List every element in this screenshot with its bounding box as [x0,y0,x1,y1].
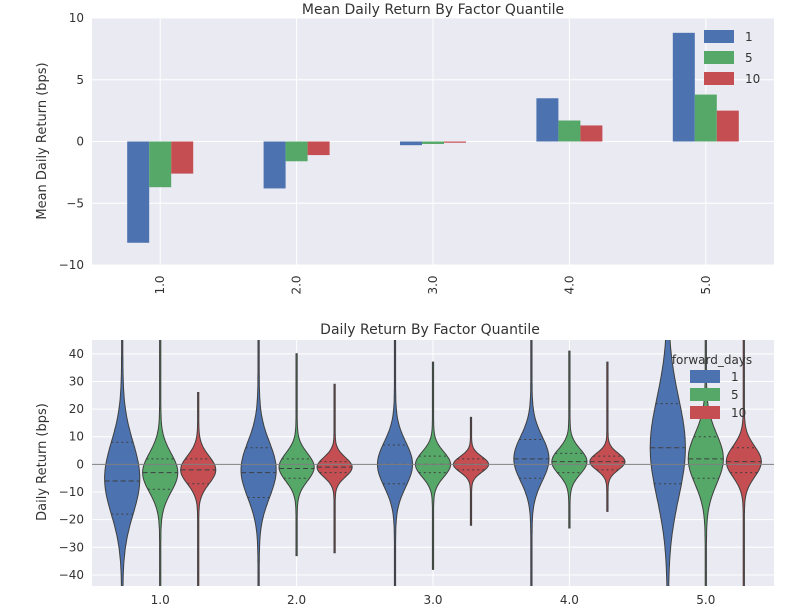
violin-x-tick-label: 1.0 [151,593,170,607]
bar-x-tick-label: 5.0 [699,275,713,294]
violin-y-tick-label: −20 [59,513,84,527]
violin-legend-label: 5 [731,388,739,402]
violin-y-tick-label: 30 [69,374,84,388]
bar [127,141,150,243]
bar-x-tick-label: 3.0 [426,275,440,294]
bar [716,110,739,142]
bar-chart-title: Mean Daily Return By Factor Quantile [302,2,564,18]
bar [171,141,194,174]
violin-y-ticks: −40 −30 −20 −10 0 10 20 30 40 [59,347,84,582]
bar [444,141,466,143]
violin-body [589,361,626,512]
bar [307,141,330,156]
violin-legend-label: 1 [731,370,739,384]
violin-y-tick-label: −40 [59,568,84,582]
bar-x-ticks: 1.0 2.0 3.0 4.0 5.0 [153,275,713,294]
violin-marks [92,340,774,586]
violin-body [414,361,452,570]
violin-x-tick-label: 2.0 [287,593,306,607]
violin-legend-swatch [690,388,720,401]
bar-legend-swatch [704,30,734,43]
violin-legend: forward_days 1 5 10 [672,353,752,420]
violin-y-tick-label: −30 [59,540,84,554]
bar-y-axis-label: Mean Daily Return (bps) [35,62,50,219]
violin-body [142,340,179,586]
bar-legend-label: 1 [745,30,753,44]
violin-x-ticks: 1.0 2.0 3.0 4.0 5.0 [151,593,716,607]
bar-legend-label: 5 [745,51,753,65]
bar [672,32,695,142]
bar [263,141,286,189]
violin-body [180,392,217,586]
bar [558,120,581,142]
daily-return-violin-chart: −40 −30 −20 −10 0 10 20 30 40 1.0 2.0 3.0 4.0 5.0 Da… [35,322,774,607]
bar-y-tick-label: 0 [76,135,84,149]
violin-group [92,340,774,586]
violin-body [316,383,353,554]
bar-legend-label: 10 [745,72,760,86]
violin-body [240,340,277,586]
bar [422,141,444,144]
violin-body [725,340,762,586]
violin-legend-title: forward_days [672,353,752,367]
bar-x-tick-label: 4.0 [562,275,576,294]
violin-x-tick-label: 4.0 [560,593,579,607]
bar-y-tick-label: 10 [69,11,84,25]
violin-body [513,340,550,586]
bar-x-tick-label: 2.0 [290,275,304,294]
bar [580,125,603,142]
violin-y-tick-label: 40 [69,347,84,361]
bar-x-tick-label: 1.0 [153,275,167,294]
violin-x-tick-label: 5.0 [696,593,715,607]
violin-y-axis-label: Daily Return (bps) [35,403,50,521]
violin-y-tick-label: 0 [76,457,84,471]
bar [149,141,172,188]
bar-legend-swatch [704,72,734,85]
violin-chart-title: Daily Return By Factor Quantile [320,322,540,338]
bar [400,141,422,146]
bar-y-tick-label: 5 [76,73,84,87]
bar-y-ticks: −10 −5 0 5 10 [59,11,84,272]
violin-y-tick-label: 10 [69,430,84,444]
violin-x-tick-label: 3.0 [423,593,442,607]
bar-y-tick-label: −5 [66,196,84,210]
violin-y-tick-label: 20 [69,402,84,416]
bar [694,94,717,142]
violin-body [452,416,490,526]
violin-body [278,353,315,557]
bar-marks [127,32,739,243]
mean-return-bar-chart: −10 −5 0 5 10 1.0 2.0 3.0 4.0 5.0 Mean Daily Ret… [35,2,774,295]
violin-legend-swatch [690,370,720,383]
violin-legend-label: 10 [731,406,746,420]
bar [285,141,308,162]
bar-legend-swatch [704,51,734,64]
violin-body [649,340,686,586]
violin-body [376,340,414,586]
violin-body [551,350,588,529]
bar-y-tick-label: −10 [59,258,84,272]
bar [536,98,559,142]
violin-legend-swatch [690,406,720,419]
violin-y-tick-label: −10 [59,485,84,499]
violin-body [104,340,141,586]
